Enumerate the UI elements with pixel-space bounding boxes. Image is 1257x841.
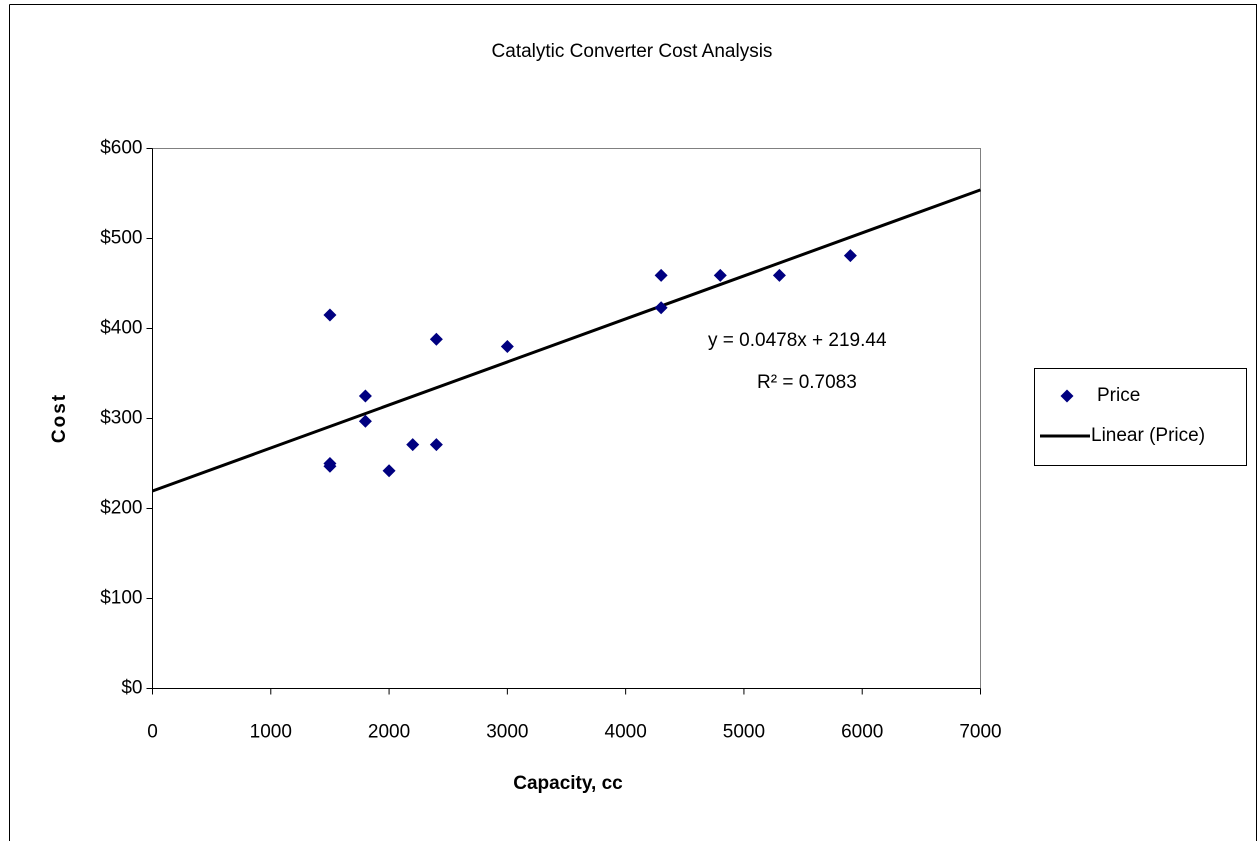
trendline-r2: R² = 0.7083 (757, 372, 857, 393)
chart-title: Catalytic Converter Cost Analysis (492, 41, 773, 62)
x-tick-label: 4000 (605, 722, 647, 743)
x-tick-label: 2000 (368, 722, 410, 743)
x-tick-label: 0 (147, 722, 158, 743)
x-tick-label: 3000 (486, 722, 528, 743)
y-tick-label: $600 (100, 138, 142, 159)
trendline-equation: y = 0.0478x + 219.44 (708, 330, 887, 351)
x-axis-title: Capacity, cc (513, 773, 623, 794)
data-point (500, 340, 514, 353)
plot-area (152, 148, 981, 689)
y-tick-label: $0 (121, 678, 142, 699)
y-tick-label: $100 (100, 588, 142, 609)
legend-label: Linear (Price) (1091, 425, 1205, 446)
data-point (654, 301, 668, 315)
legend-marker (1060, 389, 1074, 403)
trendline (151, 188, 982, 493)
data-point (358, 389, 372, 403)
x-tick-label: 5000 (723, 722, 765, 743)
data-point (323, 308, 337, 322)
data-point (429, 438, 443, 452)
y-axis-title: Cost (49, 393, 70, 443)
data-point (406, 438, 420, 452)
data-point (382, 464, 396, 478)
y-tick-label: $400 (100, 318, 142, 339)
data-point (323, 459, 337, 473)
legend-label: Price (1097, 385, 1140, 406)
x-tick-label: 6000 (841, 722, 883, 743)
data-point (429, 332, 443, 346)
data-point (654, 268, 668, 282)
y-tick-label: $300 (100, 408, 142, 429)
y-tick-label: $500 (100, 228, 142, 249)
data-point (843, 249, 857, 263)
legend (1034, 368, 1247, 466)
data-point (358, 414, 372, 428)
x-tick-label: 7000 (959, 722, 1001, 743)
x-tick-label: 1000 (250, 722, 292, 743)
data-point (772, 268, 786, 282)
data-point (713, 268, 727, 282)
y-tick-label: $200 (100, 498, 142, 519)
